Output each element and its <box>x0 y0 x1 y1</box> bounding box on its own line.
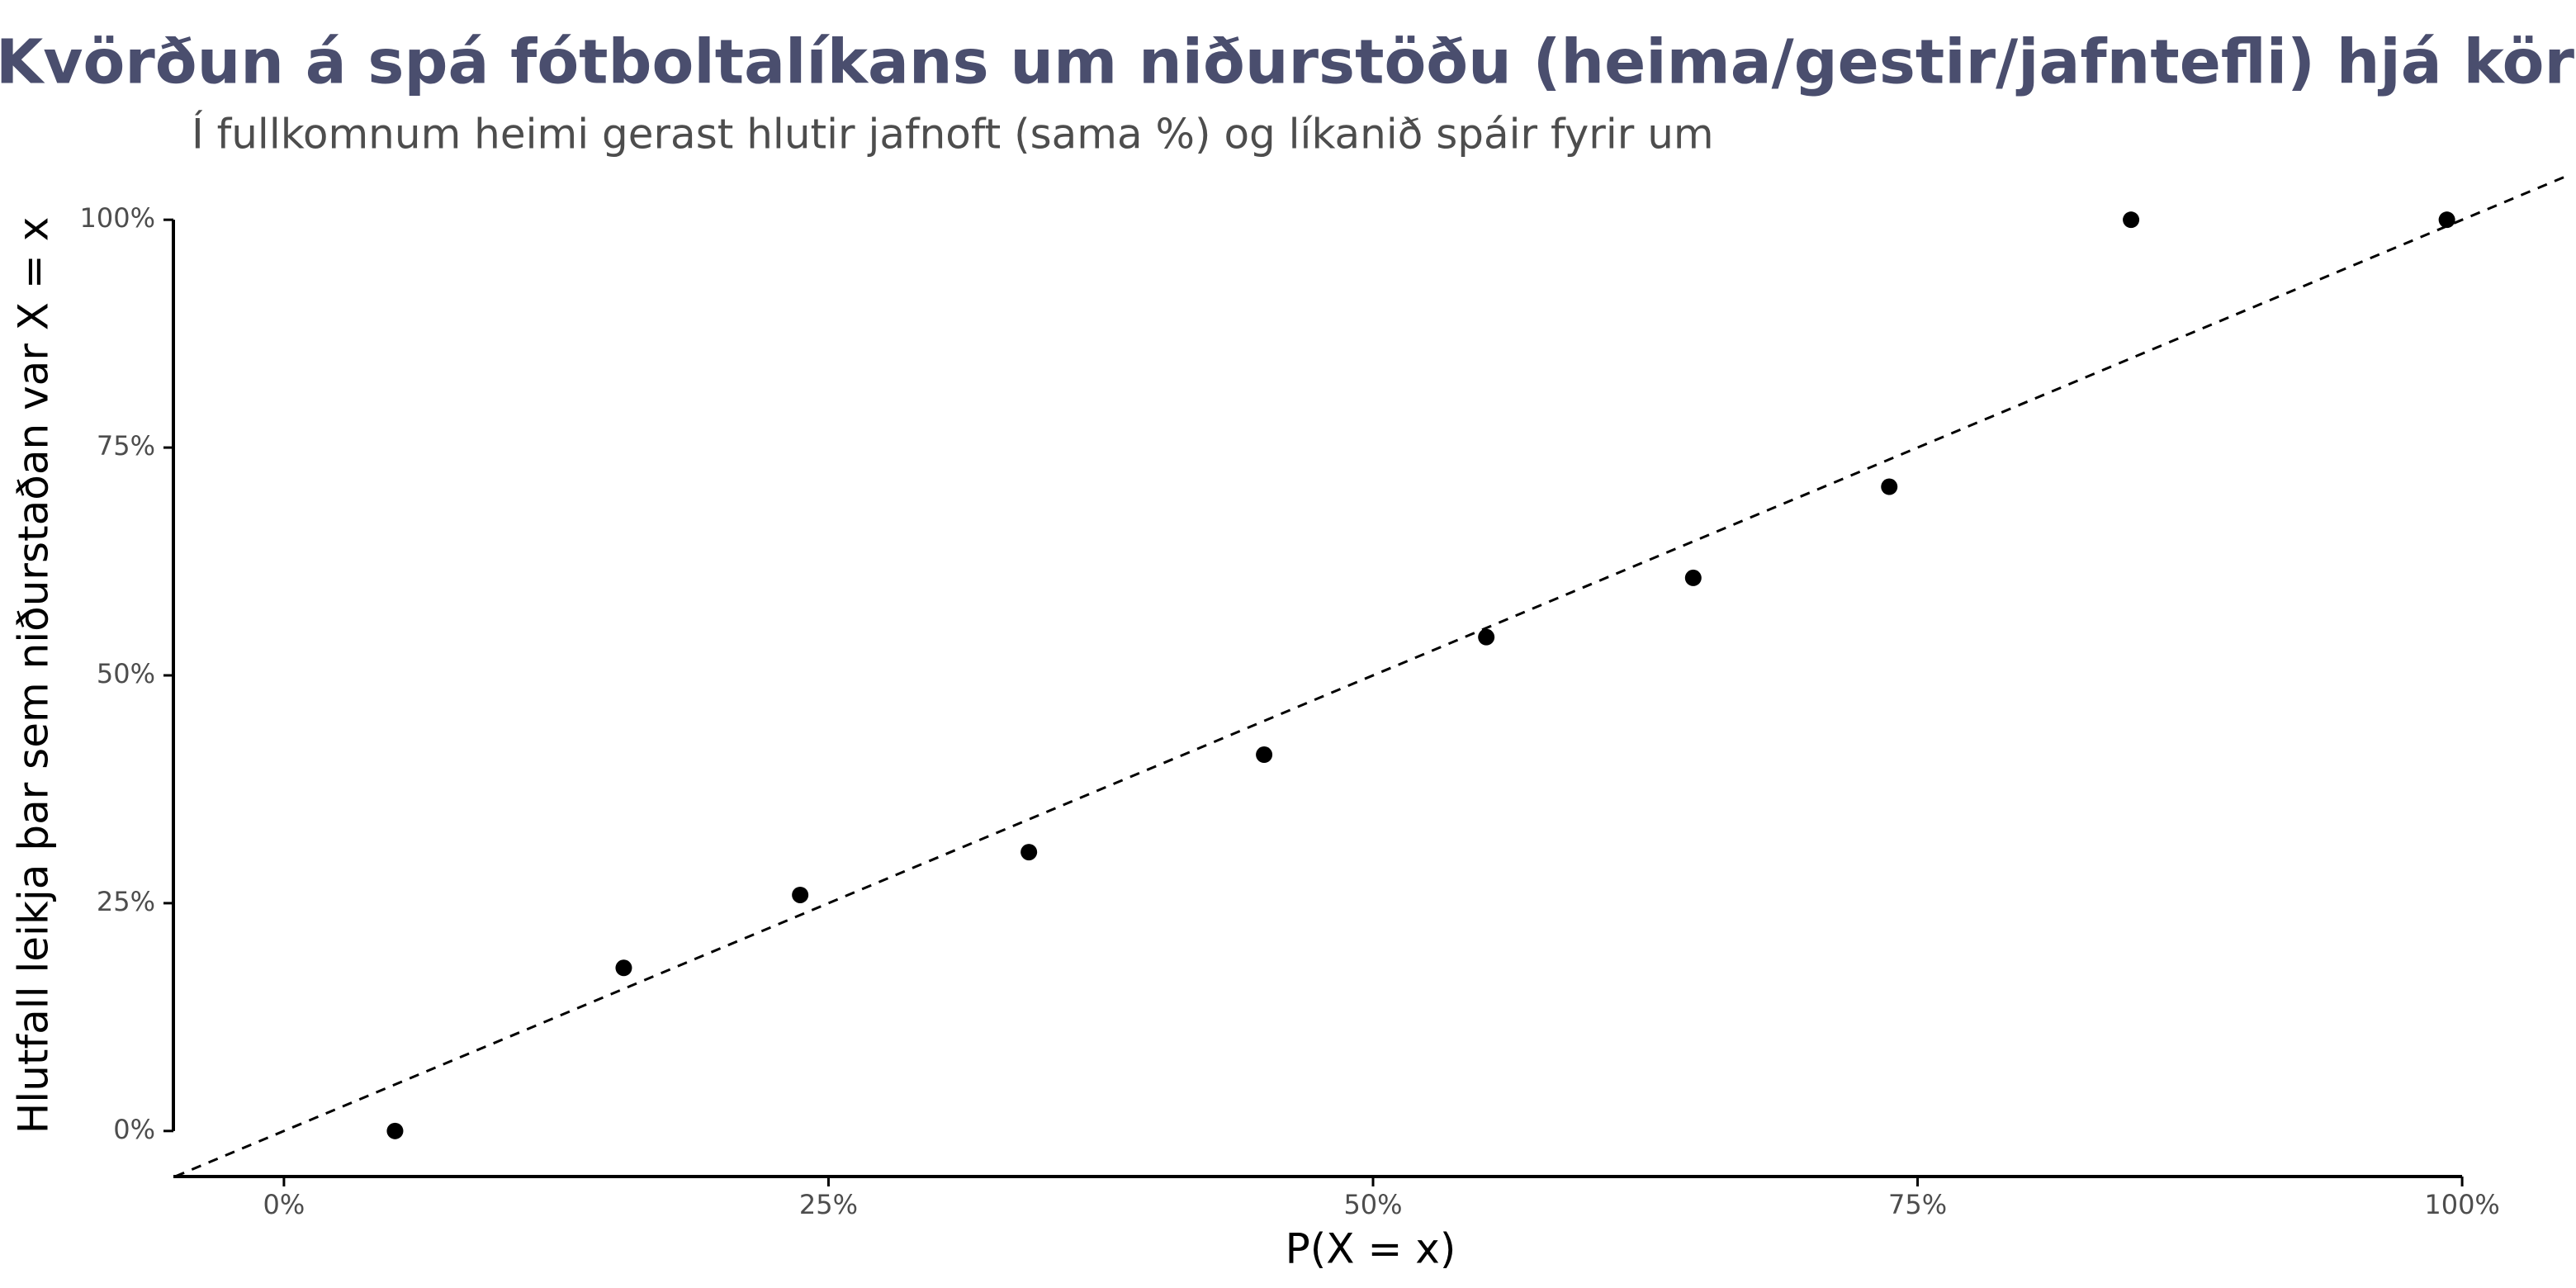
y-tick-label: 100% <box>80 202 155 234</box>
x-tick-label: 25% <box>799 1189 858 1220</box>
x-tick-label: 50% <box>1343 1189 1402 1220</box>
data-point <box>792 886 809 903</box>
data-point <box>1478 628 1495 646</box>
x-axis-title: P(X = x) <box>1286 1225 1456 1273</box>
data-point <box>2438 211 2455 229</box>
data-point <box>615 959 632 977</box>
y-tick-label: 25% <box>97 886 155 917</box>
chart-subtitle: Í fullkomnum heimi gerast hlutir jafnoft… <box>192 110 1714 159</box>
chart-title: Kvörðun á spá fótboltalíkans um niðurstö… <box>0 27 2576 98</box>
data-point <box>1020 844 1038 861</box>
x-tick-label: 100% <box>2424 1189 2499 1220</box>
data-point <box>386 1122 404 1139</box>
reference-line <box>174 173 2572 1178</box>
y-tick-label: 75% <box>97 430 155 462</box>
x-tick-label: 75% <box>1888 1189 1947 1220</box>
data-point <box>1881 478 1898 495</box>
y-tick-label: 50% <box>97 658 155 689</box>
data-point <box>1256 746 1273 764</box>
y-axis-title: Hlutfall leikja þar sem niðurstaðan var … <box>10 217 58 1134</box>
x-tick-label: 0% <box>263 1189 305 1220</box>
data-point <box>2123 211 2140 229</box>
data-point <box>1684 569 1702 586</box>
y-tick-label: 0% <box>113 1114 155 1145</box>
